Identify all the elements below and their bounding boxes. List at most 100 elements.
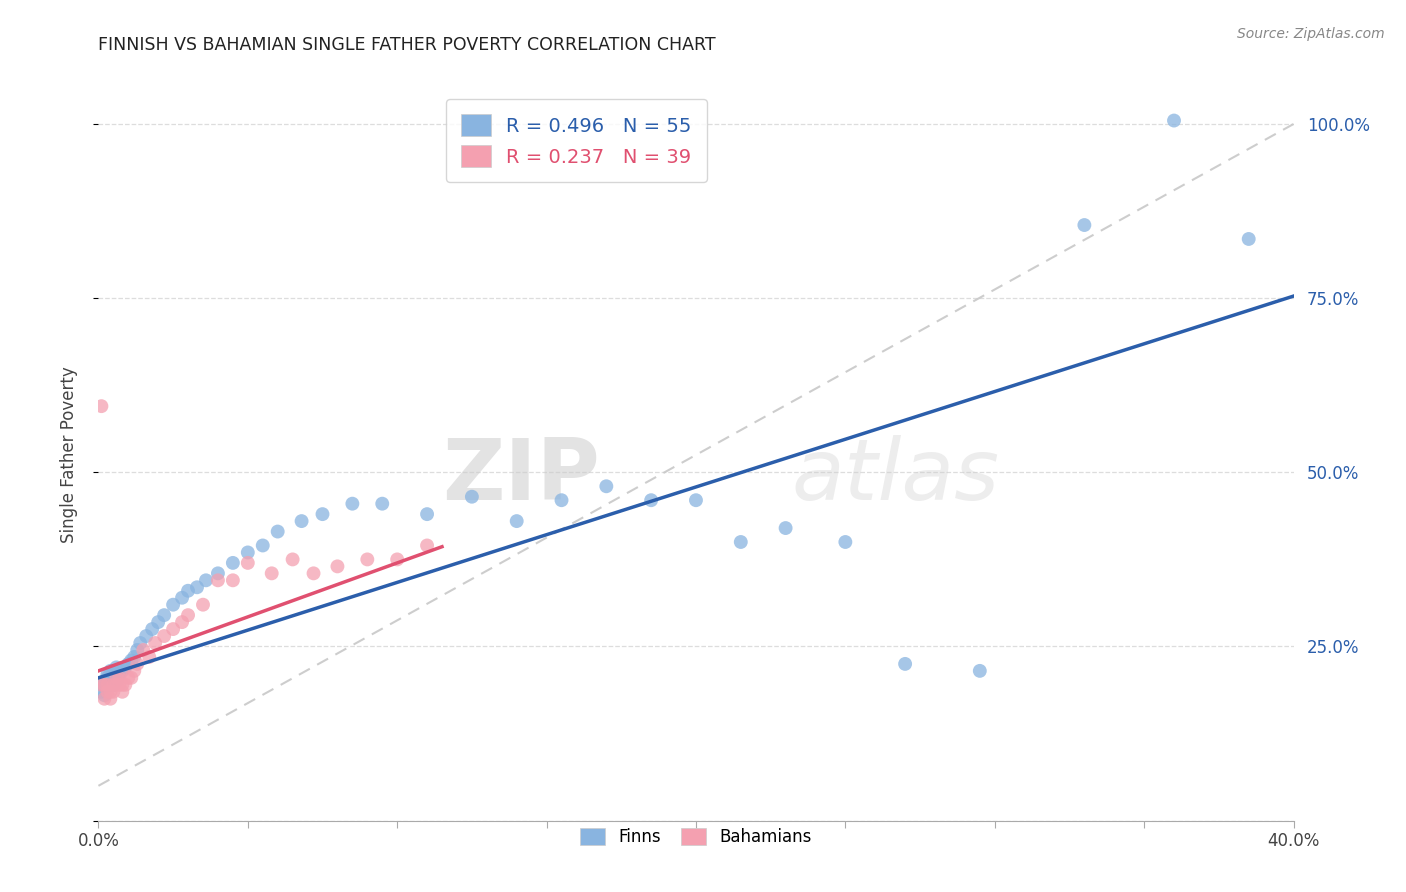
Point (98, 685, 122, 699)
Point (129, 636, 152, 650)
Text: FINNISH VS BAHAMIAN SINGLE FATHER POVERTY CORRELATION CHART: FINNISH VS BAHAMIAN SINGLE FATHER POVERT… (98, 36, 716, 54)
Point (108, 667, 131, 681)
Point (385, 552, 409, 566)
Point (191, 598, 214, 612)
Point (1163, 113, 1185, 128)
Point (550, 493, 572, 508)
Point (105, 660, 128, 674)
Point (252, 539, 274, 553)
Point (267, 524, 290, 539)
Point (1073, 218, 1095, 232)
Point (236, 556, 259, 570)
Point (302, 566, 325, 581)
Point (93, 674, 115, 689)
Point (96, 667, 118, 681)
Point (114, 678, 136, 692)
Point (186, 580, 208, 594)
Legend: Finns, Bahamians: Finns, Bahamians (574, 821, 818, 853)
Point (111, 685, 134, 699)
Point (162, 598, 184, 612)
Point (111, 664, 134, 678)
Point (96, 671, 118, 685)
Point (103, 678, 125, 692)
Point (117, 671, 139, 685)
Point (326, 559, 349, 574)
Point (124, 649, 146, 664)
Point (1237, 232, 1260, 246)
Point (416, 507, 439, 521)
Point (461, 490, 484, 504)
Point (356, 552, 378, 566)
Point (143, 636, 166, 650)
Point (96, 678, 118, 692)
Point (103, 678, 125, 692)
Text: Source: ZipAtlas.com: Source: ZipAtlas.com (1237, 27, 1385, 41)
Point (127, 657, 149, 671)
Y-axis label: Single Father Poverty: Single Father Poverty (59, 367, 77, 543)
Point (834, 535, 856, 549)
Point (371, 497, 394, 511)
Point (105, 671, 128, 685)
Point (416, 539, 439, 553)
Text: ZIP: ZIP (443, 435, 600, 518)
Point (236, 545, 259, 559)
Point (135, 629, 157, 643)
Point (291, 514, 314, 528)
Point (105, 678, 128, 692)
Point (153, 629, 176, 643)
Point (894, 657, 917, 671)
Point (120, 671, 142, 685)
Point (103, 664, 125, 678)
Point (96, 685, 118, 699)
Point (98, 664, 122, 678)
Point (132, 643, 155, 657)
Point (108, 678, 131, 692)
Point (90, 399, 112, 413)
Point (260, 566, 283, 581)
Point (969, 664, 991, 678)
Point (730, 535, 752, 549)
Point (93, 688, 115, 702)
Point (90, 685, 112, 699)
Point (506, 514, 529, 528)
Point (114, 660, 136, 674)
Point (111, 678, 134, 692)
Text: atlas: atlas (792, 435, 1000, 518)
Point (153, 608, 176, 623)
Point (281, 552, 304, 566)
Point (138, 649, 160, 664)
Point (117, 657, 139, 671)
Point (640, 493, 662, 508)
Point (93, 678, 115, 692)
Point (103, 685, 125, 699)
Point (98, 678, 122, 692)
Point (96, 678, 118, 692)
Point (595, 479, 617, 493)
Point (98, 691, 122, 706)
Point (108, 671, 131, 685)
Point (775, 521, 797, 535)
Point (162, 622, 184, 636)
Point (222, 556, 245, 570)
Point (103, 671, 125, 685)
Point (120, 653, 142, 667)
Point (127, 643, 149, 657)
Point (685, 493, 707, 508)
Point (148, 615, 170, 629)
Point (90, 678, 112, 692)
Point (342, 497, 364, 511)
Point (172, 591, 194, 605)
Point (93, 691, 115, 706)
Point (177, 608, 200, 623)
Point (311, 507, 333, 521)
Point (124, 664, 146, 678)
Point (222, 574, 245, 588)
Point (141, 622, 163, 636)
Point (207, 566, 229, 581)
Point (195, 574, 218, 588)
Point (207, 574, 229, 588)
Point (90, 678, 112, 692)
Point (177, 583, 200, 598)
Point (172, 615, 194, 629)
Point (105, 674, 128, 689)
